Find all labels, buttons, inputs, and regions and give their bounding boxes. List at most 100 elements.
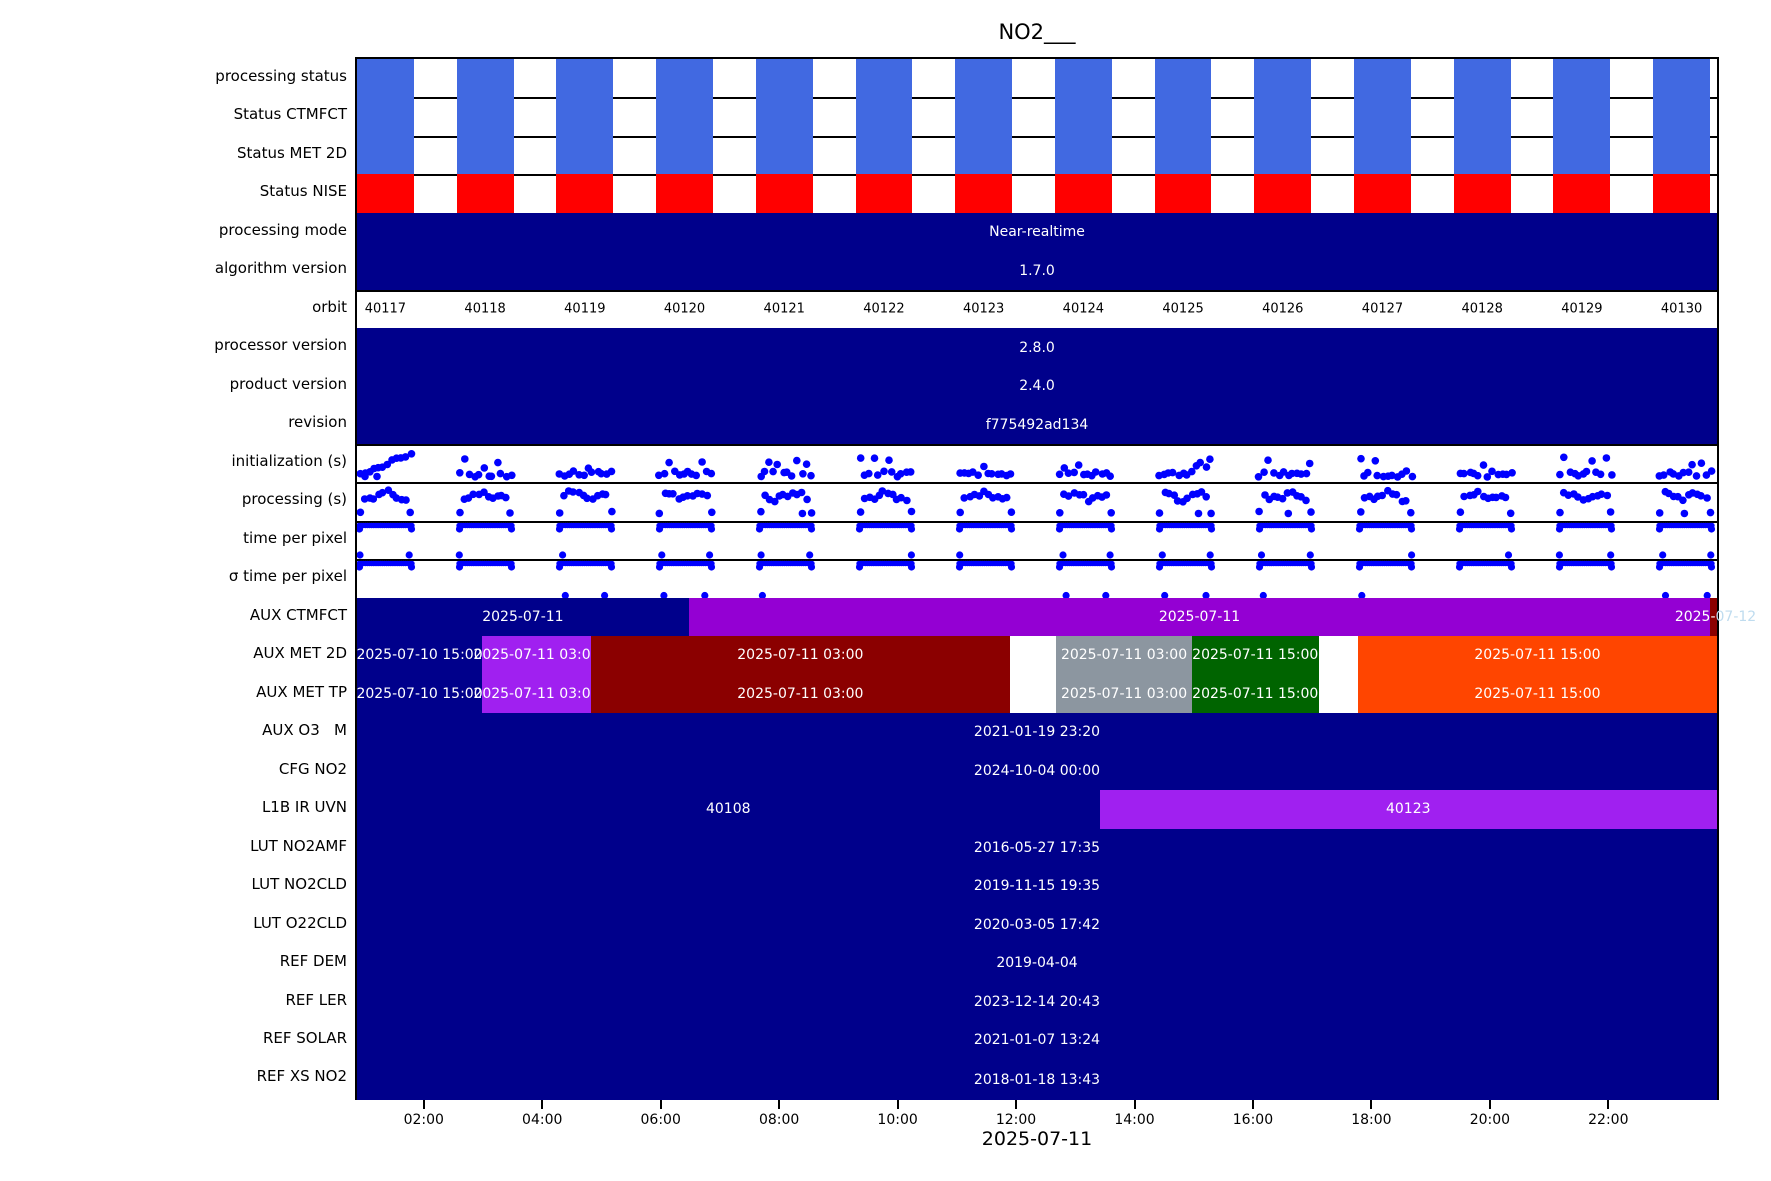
status-block <box>1354 135 1411 175</box>
status-block <box>1254 135 1312 175</box>
row-label-revision: revision <box>288 413 347 432</box>
row-label-time-per-pixel: time per pixel <box>243 528 347 547</box>
bar-segment: 40123 <box>1099 790 1717 829</box>
x-tick-mark <box>778 1099 781 1109</box>
row-processing-status <box>357 59 1717 100</box>
status-block <box>1154 135 1212 175</box>
row-aux-met-2d: 2025-07-10 15:00 2025-07-11 03:00 2025-07-… <box>356 636 1717 677</box>
orbit-number: 40121 <box>763 301 805 317</box>
bar-value: 2019-04-04 <box>996 955 1078 972</box>
row-label-aux-met-tp: AUX MET TP <box>256 682 347 701</box>
x-tick-mark <box>896 1099 899 1109</box>
row-label-algorithm-version: algorithm version <box>214 259 347 278</box>
segment-value: 2025-07-11 15:00 <box>1192 685 1319 702</box>
bar-value: 2020-03-05 17:42 <box>973 916 1101 933</box>
status-block <box>755 174 813 213</box>
row-ref-xs-no2: 2018-01-18 13:43 <box>357 1059 1717 1100</box>
segment-overflow-value: 2025-07-12 <box>1675 609 1756 625</box>
scatter-points-time-per-pixel <box>357 522 1716 559</box>
status-block <box>556 135 614 175</box>
row-label-ref-solar: REF SOLAR <box>262 1029 347 1047</box>
x-tick-mark <box>1370 1099 1373 1109</box>
bar-segment: 2025-07-11 <box>688 597 1711 637</box>
bar-value: 2024-10-04 00:00 <box>973 762 1101 779</box>
bar-segment: 2025-07-11 03:00 <box>1056 636 1193 675</box>
orbit-number: 40127 <box>1361 301 1404 317</box>
status-block <box>656 174 713 213</box>
row-label-status-nise: Status NISE <box>259 182 347 201</box>
row-label-status-ctmfct: Status CTMFCT <box>233 105 347 124</box>
bar-segment: 2025-07-11 15:00 <box>1357 674 1717 714</box>
x-tick-mark <box>1015 1099 1018 1109</box>
status-block <box>556 59 614 98</box>
bar-segment <box>1318 636 1358 675</box>
status-block <box>1653 59 1711 98</box>
row-initialization-s <box>357 444 1717 485</box>
orbit-number: 40126 <box>1262 301 1304 317</box>
status-block <box>1054 135 1112 175</box>
status-block <box>1054 97 1112 136</box>
row-label-aux-o3-m: AUX O3 M <box>262 721 347 740</box>
overflow-inside: 2025- <box>1674 608 1716 625</box>
row-lut-no2amf: 2016-05-27 17:35 <box>357 828 1717 870</box>
status-block <box>1054 174 1112 213</box>
segment-value: 2025-07-11 <box>482 608 564 625</box>
x-tick-label: 14:00 <box>1114 1111 1155 1128</box>
row-label-processor-version: processor version <box>214 336 347 355</box>
row-status-met-2d <box>357 135 1717 177</box>
bar-value: 2016-05-27 17:35 <box>973 839 1101 856</box>
status-block <box>656 97 713 136</box>
status-block <box>1453 97 1511 136</box>
row-l1b-ir-uvn: 40108 40123 <box>357 790 1717 831</box>
scatter-points-initialization-s <box>357 449 1716 481</box>
row-processor-version: 2.8.0 <box>357 328 1717 369</box>
bar-segment: 2025-07-11 03:00 <box>473 674 600 714</box>
segment-value: 2025-07-11 15:00 <box>1474 647 1601 664</box>
bar-value: 2023-12-14 20:43 <box>973 993 1101 1010</box>
bar-segment <box>1009 636 1057 675</box>
row-label-processing-mode: processing mode <box>218 220 347 239</box>
orbit-number: 40120 <box>663 301 706 317</box>
status-block <box>656 135 713 175</box>
bar-segment: 40108 <box>357 790 1100 829</box>
chart-title: NO2___ <box>998 20 1076 44</box>
row-label-lut-o22cld: LUT O22CLD <box>253 913 347 932</box>
status-block <box>955 59 1013 98</box>
status-block <box>855 59 913 98</box>
status-block <box>1154 174 1212 213</box>
x-tick-mark <box>659 1099 662 1109</box>
status-block <box>1553 174 1611 213</box>
row-ref-ler: 2023-12-14 20:43 <box>357 982 1717 1023</box>
status-block <box>1453 59 1511 98</box>
orbit-number: 40117 <box>364 301 407 317</box>
segment-value: 2025-07-11 03:00 <box>1060 685 1188 702</box>
row-algorithm-version: 1.7.0 <box>357 251 1717 292</box>
bar-segment: 2025-07-11 03:00 <box>1056 674 1193 714</box>
x-tick-label: 06:00 <box>640 1111 681 1128</box>
row-processing-s <box>357 482 1717 523</box>
orbit-number: 40125 <box>1162 301 1204 317</box>
status-block <box>456 97 514 136</box>
row-label-aux-ctmfct: AUX CTMFCT <box>249 605 347 624</box>
scatter-points-time-per-pixel <box>357 561 1716 598</box>
bar-value: 2021-01-19 23:20 <box>973 724 1101 741</box>
row-time-per-pixel <box>357 521 1717 562</box>
status-block <box>1154 59 1212 98</box>
row-label-processing-status: processing status <box>215 67 347 85</box>
row-label-ref-xs-no2: REF XS NO2 <box>256 1067 347 1086</box>
bar-segment <box>1318 674 1358 714</box>
orbit-number: 40128 <box>1461 301 1503 317</box>
bar-value: 2.4.0 <box>1019 378 1055 395</box>
row-cfg-no2: 2024-10-04 00:00 <box>357 751 1717 793</box>
row-lut-o22cld: 2020-03-05 17:42 <box>357 905 1717 947</box>
bar-segment <box>1710 597 1717 637</box>
segment-value: 2025-07-11 15:00 <box>1474 685 1601 702</box>
bar-segment: 2025-07-11 03:00 <box>590 674 1010 714</box>
row-label-processing-s: processing (s) <box>241 490 347 509</box>
row-label-lut-no2cld: LUT NO2CLD <box>251 875 347 894</box>
row-status-nise <box>357 174 1717 215</box>
status-block <box>1354 174 1411 213</box>
status-block <box>357 59 414 98</box>
status-block <box>1254 174 1312 213</box>
